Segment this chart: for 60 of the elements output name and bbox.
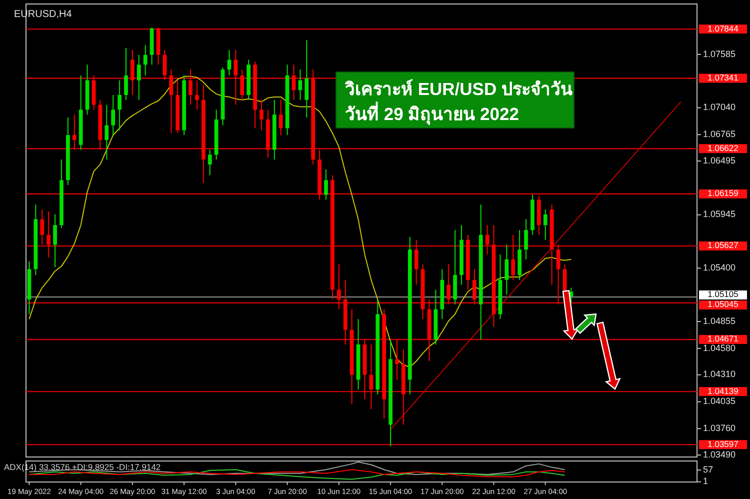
candlestick <box>124 48 128 100</box>
candlestick <box>260 99 264 131</box>
y-tick-label: 1.03760 <box>703 423 736 433</box>
candlestick <box>446 264 451 305</box>
candlestick <box>324 168 328 200</box>
y-tick-label: 1.07040 <box>703 102 736 112</box>
y-tick-label: 1 <box>703 476 708 486</box>
candlestick <box>143 44 148 76</box>
candlestick <box>524 218 528 260</box>
ref-line-label: 1.03597 <box>708 438 739 449</box>
candlestick <box>278 99 283 136</box>
y-tick-label: 1.04310 <box>703 369 736 380</box>
ref-line-label: 1.05627 <box>708 240 739 250</box>
candlestick <box>395 339 399 380</box>
candlestick <box>162 49 167 81</box>
candlestick <box>46 210 51 258</box>
ref-line-label: 1.04139 <box>708 386 739 396</box>
y-tick-label: 1.05945 <box>703 209 736 220</box>
candlestick <box>369 344 374 410</box>
y-tick-label: 57 <box>703 464 714 474</box>
candlestick <box>195 80 199 110</box>
y-tick-label: 1.04035 <box>703 396 736 406</box>
candlestick <box>118 80 122 131</box>
ref-line-label: 1.07341 <box>708 72 739 83</box>
annotation: วันที่ 29 มิถุนายน 2022 <box>345 101 520 125</box>
candlestick <box>414 239 418 286</box>
ref-line-label: 1.07844 <box>708 23 739 34</box>
y-tick-label: 1.06765 <box>703 128 736 139</box>
y-tick-label: 1.04580 <box>703 342 736 353</box>
ref-line-label: 1.05105 <box>708 289 739 300</box>
candlestick <box>511 234 516 280</box>
candlestick <box>240 69 244 100</box>
ref-line-label: 1.06622 <box>708 142 739 153</box>
candlestick <box>336 264 341 310</box>
y-tick-label: 1.07585 <box>703 48 736 59</box>
candlestick <box>53 214 57 268</box>
candlestick <box>556 244 560 305</box>
candlestick <box>169 69 174 134</box>
candlestick <box>504 244 509 296</box>
y-tick-label: 1.06495 <box>703 155 736 166</box>
candlestick <box>130 49 134 96</box>
y-tick-label: 1.03490 <box>703 449 736 460</box>
annotation: วิเคราะห์ EUR/USD ประจำวัน <box>344 78 572 99</box>
candlestick <box>543 208 548 240</box>
candlestick <box>104 104 109 160</box>
candlestick <box>188 69 192 106</box>
ref-line-label: 1.06159 <box>708 188 739 198</box>
candlestick <box>304 40 309 118</box>
ref-line-label: 1.05045 <box>708 299 739 310</box>
candlestick <box>208 149 212 176</box>
candlestick <box>234 49 238 106</box>
candlestick <box>111 94 116 136</box>
candlestick <box>40 208 44 246</box>
candlestick <box>72 114 76 150</box>
y-tick-label: 1.04855 <box>703 316 736 326</box>
ref-line-label: 1.04671 <box>708 334 739 344</box>
candlestick <box>136 54 141 100</box>
candlestick <box>472 268 476 305</box>
line-series <box>28 76 572 368</box>
y-tick-label: 1.05400 <box>703 262 736 273</box>
